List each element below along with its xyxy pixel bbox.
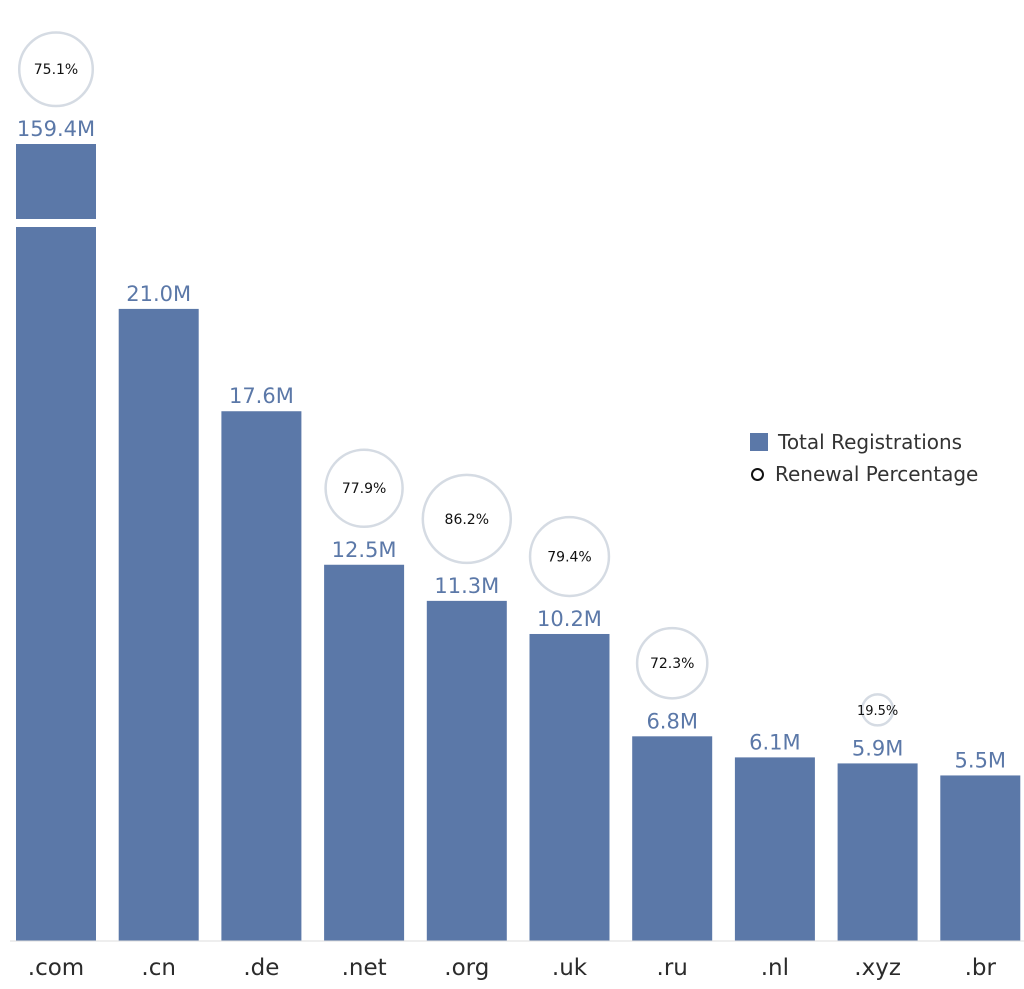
renewal-circle xyxy=(528,515,611,598)
legend-item-registrations: Total Registrations xyxy=(750,426,978,458)
x-tick-label: .br xyxy=(965,955,997,981)
x-tick-label: .de xyxy=(243,955,279,981)
bar-value-label: 11.3M xyxy=(434,574,499,598)
renewal-circle xyxy=(860,693,895,727)
legend-swatch xyxy=(750,433,768,451)
bar-xyz xyxy=(837,763,918,941)
renewal-percentage-label: 86.2% xyxy=(445,512,489,528)
legend: Total Registrations Renewal Percentage xyxy=(750,426,978,490)
x-tick-label: .com xyxy=(28,955,84,981)
legend-label-registrations: Total Registrations xyxy=(778,430,963,454)
renewal-percentage-label: 79.4% xyxy=(547,550,591,566)
bar-value-label: 6.1M xyxy=(749,730,801,754)
bar-value-label: 17.6M xyxy=(229,384,294,408)
bar-br xyxy=(940,775,1021,941)
bar-value-label: 159.4M xyxy=(17,117,95,141)
legend-item-renewal: Renewal Percentage xyxy=(750,458,978,490)
legend-circle-icon xyxy=(751,467,764,481)
legend-label-renewal: Renewal Percentage xyxy=(775,462,979,486)
bar-de xyxy=(221,411,302,941)
axis-break-gap xyxy=(15,219,97,227)
bar-value-label: 5.9M xyxy=(852,736,904,760)
bar-value-label: 12.5M xyxy=(332,538,397,562)
bar-value-label: 10.2M xyxy=(537,607,602,631)
x-tick-label: .nl xyxy=(761,955,789,981)
x-tick-label: .ru xyxy=(657,955,688,981)
renewal-circle xyxy=(635,626,709,700)
renewal-circles-layer: 75.1% 77.9% 86.2% 79.4% 72.3% 19.5% xyxy=(17,31,898,727)
renewal-circle xyxy=(17,31,95,108)
renewal-percentage-label: 77.9% xyxy=(342,481,386,497)
value-labels-layer: 159.4M 21.0M 17.6M 12.5M 11.3M 10.2M 6.8M 6.1M 5… xyxy=(17,117,1006,772)
bar-org xyxy=(426,600,507,941)
x-tick-labels-layer: .com .cn .de .net .org .uk .ru .nl .xyz .br xyxy=(28,955,997,981)
bar-value-label: 6.8M xyxy=(646,709,698,733)
x-tick-label: .xyz xyxy=(854,955,901,981)
bar-net xyxy=(324,564,405,941)
bar-uk xyxy=(529,633,610,941)
bar-value-label: 5.5M xyxy=(955,748,1007,772)
bar-cn xyxy=(118,308,199,941)
x-tick-label: .net xyxy=(342,955,387,981)
renewal-percentage-label: 19.5% xyxy=(857,704,898,719)
x-tick-label: .org xyxy=(444,955,489,981)
renewal-percentage-label: 75.1% xyxy=(34,62,78,78)
bar-ru xyxy=(632,736,713,941)
bar-nl xyxy=(734,757,815,941)
x-tick-label: .uk xyxy=(552,955,588,981)
x-tick-label: .cn xyxy=(141,955,176,981)
bar-value-label: 21.0M xyxy=(126,282,191,306)
bar-com xyxy=(16,144,96,941)
renewal-circle xyxy=(421,473,513,565)
renewal-percentage-label: 72.3% xyxy=(650,656,694,672)
renewal-circle xyxy=(324,448,404,528)
bars-layer xyxy=(15,144,1021,941)
